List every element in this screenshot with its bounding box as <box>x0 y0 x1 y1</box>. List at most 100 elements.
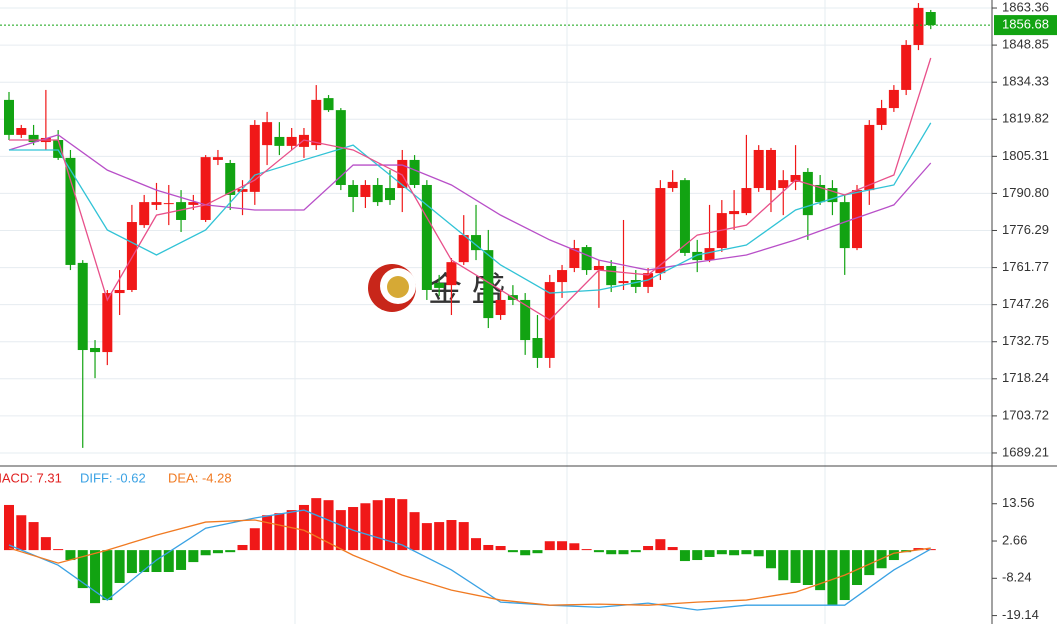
candle-body <box>765 149 776 191</box>
candle-body <box>188 202 199 205</box>
macd-bar <box>679 550 690 562</box>
candle-body <box>163 203 174 205</box>
macd-bar <box>335 510 346 551</box>
macd-bar <box>225 550 236 553</box>
macd-bar <box>606 550 617 555</box>
y-tick-label: 1689.21 <box>1002 444 1049 459</box>
macd-bar <box>409 512 420 551</box>
candle-body <box>360 184 371 197</box>
y-tick-label: 1834.33 <box>1002 74 1049 89</box>
y-tick-label: 1732.75 <box>1002 333 1049 348</box>
dea-label: DEA: -4.28 <box>168 470 232 485</box>
candle-body <box>16 128 27 135</box>
macd-bar <box>630 550 641 553</box>
logo-ball <box>387 276 409 298</box>
macd-bar <box>151 550 162 573</box>
macd-bar <box>237 544 248 551</box>
candle-body <box>888 89 899 109</box>
candle-body <box>630 280 641 287</box>
macd-bar <box>286 510 297 551</box>
candle-body <box>114 289 125 294</box>
y-tick-label: 1718.24 <box>1002 370 1049 385</box>
y-tick-label: 1863.36 <box>1002 0 1049 14</box>
candle-body <box>286 136 297 146</box>
candle-body <box>384 188 395 201</box>
macd-bar <box>544 541 555 551</box>
candle-body <box>212 157 223 160</box>
candle-body <box>827 188 838 203</box>
macd-bar <box>126 550 137 574</box>
macd-bar <box>384 498 395 551</box>
grid <box>0 7 992 454</box>
candle-body <box>876 108 887 125</box>
macd-bar <box>815 550 826 591</box>
candle-body <box>200 157 211 220</box>
macd-bar <box>618 550 629 555</box>
macd-bar <box>790 550 801 583</box>
candle-body <box>225 163 236 195</box>
macd-bar <box>716 550 727 555</box>
macd-bar <box>888 550 899 561</box>
candle-body <box>483 250 494 319</box>
plot <box>0 3 992 611</box>
candle-body <box>753 149 764 189</box>
diff-label: DIFF: -0.62 <box>80 470 146 485</box>
candle-body <box>925 12 936 26</box>
candle-body <box>532 338 543 358</box>
macd-bar <box>102 550 113 601</box>
macd-bar <box>348 507 359 551</box>
y-tick-label: 1848.85 <box>1002 37 1049 52</box>
macd-bar <box>53 549 64 551</box>
macd-bar <box>802 550 813 586</box>
line <box>9 57 932 321</box>
candle-body <box>298 134 309 147</box>
macd-bar <box>913 548 924 551</box>
y-tick-label: 1805.31 <box>1002 148 1049 163</box>
macd-bar <box>77 550 88 589</box>
macd-bar <box>163 550 174 573</box>
candle-body <box>90 347 101 353</box>
line <box>9 122 932 294</box>
macd-bar <box>188 550 199 563</box>
macd-bar <box>704 550 715 557</box>
last-price-label: 1856.68 <box>1002 17 1049 32</box>
candle-body <box>126 222 137 290</box>
candle-body <box>667 181 678 189</box>
candle-body <box>397 159 408 189</box>
candle-body <box>323 98 334 111</box>
macd-bar <box>4 504 14 551</box>
macd-bar <box>40 537 51 551</box>
macd-bar <box>569 543 580 551</box>
macd-bar <box>852 550 863 586</box>
macd-bar <box>507 550 518 553</box>
candle-body <box>815 184 826 203</box>
candle-body <box>262 122 273 146</box>
candle-body <box>176 202 187 220</box>
candle-body <box>77 262 88 351</box>
macd-bar <box>114 550 125 583</box>
macd-bar <box>864 550 875 576</box>
macd-bar <box>90 550 101 604</box>
macd-bar <box>372 500 383 551</box>
macd-bar <box>692 550 703 561</box>
macd-bar <box>446 520 457 551</box>
line <box>8 134 932 271</box>
macd-bar <box>421 523 432 551</box>
macd-bar <box>298 504 309 551</box>
candle-body <box>446 262 457 286</box>
macd-bar <box>262 515 273 551</box>
candle-body <box>864 124 875 191</box>
macd-bar <box>483 544 494 551</box>
macd-bar <box>28 522 39 551</box>
macd-bar <box>557 541 568 551</box>
macd-legend: MACD: 7.31 DIFF: -0.62 DEA: -4.28 <box>0 470 232 485</box>
candle-body <box>65 157 76 265</box>
candle-body <box>139 202 150 226</box>
candle-body <box>618 281 629 284</box>
candle-body <box>102 293 113 353</box>
macd-bar <box>593 550 604 553</box>
macd-bar <box>139 550 150 573</box>
macd-bar <box>16 515 27 551</box>
candle-body <box>606 265 617 286</box>
macd-bar <box>765 550 776 569</box>
